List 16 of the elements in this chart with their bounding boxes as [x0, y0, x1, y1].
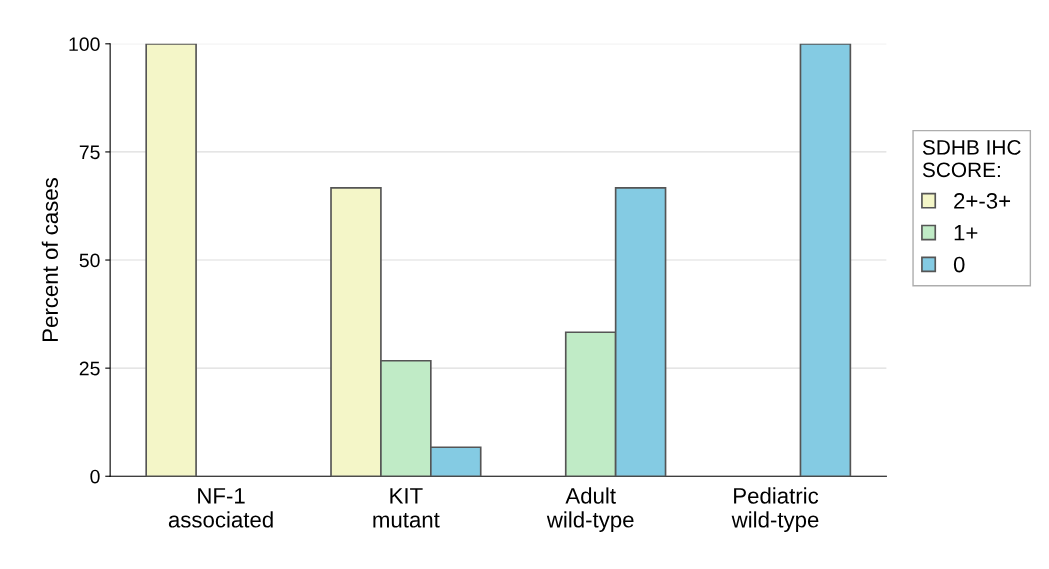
- bar: [145, 43, 197, 477]
- x-tick-label: Adult wild-type: [546, 487, 634, 533]
- y-tick-label: 25: [79, 361, 100, 376]
- legend-label: 2+-3+: [954, 193, 1011, 209]
- y-tick-label: 100: [69, 37, 100, 52]
- legend-label: 1+: [954, 225, 978, 241]
- y-axis-title: Percent of cases: [41, 178, 59, 341]
- x-tick-label: Pediatric wild-type: [731, 487, 819, 533]
- y-tick-label: 50: [79, 253, 100, 268]
- bar: [799, 43, 852, 477]
- y-tick-label: 75: [79, 145, 100, 160]
- legend-label: 0: [953, 256, 965, 273]
- x-tick-label: NF-1 associated: [168, 488, 273, 528]
- x-tick-label: KIT mutant: [373, 488, 440, 528]
- legend-title: SDHB IHC SCORE:: [922, 140, 1021, 178]
- y-tick-label: 0: [90, 469, 100, 484]
